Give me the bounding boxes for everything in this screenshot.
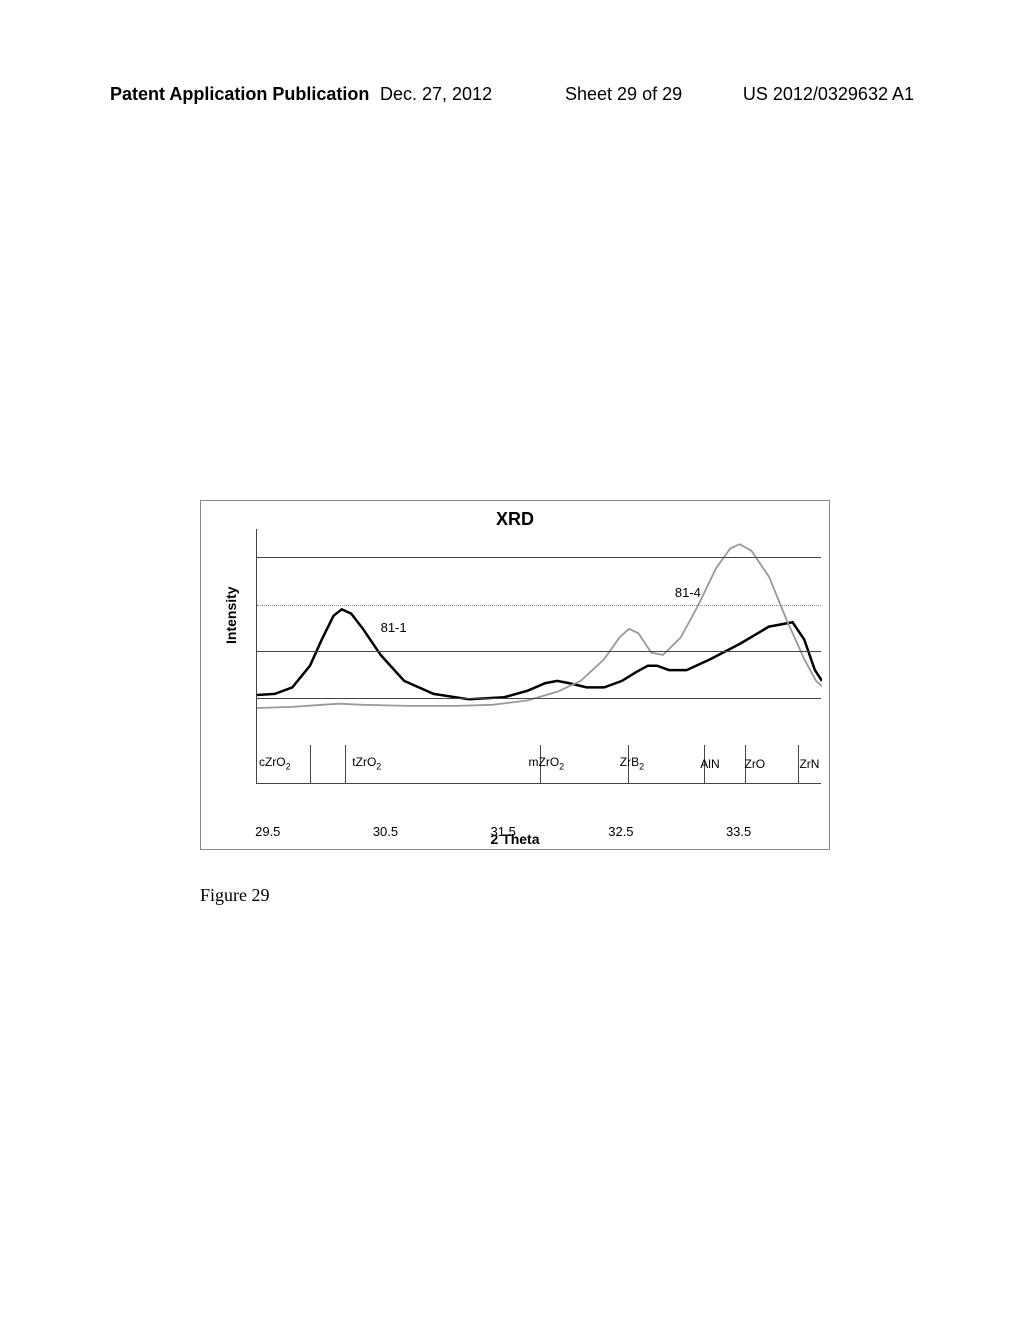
phase-label: ZrO: [744, 757, 765, 771]
x-tick: 30.5: [373, 824, 398, 839]
phase-label: AlN: [700, 757, 719, 771]
phase-label: tZrO2: [352, 755, 381, 771]
gridline: [257, 605, 821, 606]
series-81-4: [257, 544, 822, 708]
phase-markers: cZrO2 tZrO2 mZrO2 ZrB2 AlN ZrO ZrN: [257, 745, 821, 783]
x-tick: 29.5: [255, 824, 280, 839]
plot-area: 81-1 81-4 cZrO2 tZrO2 mZrO2 ZrB2 AlN ZrO ZrN: [256, 529, 821, 784]
header-date: Dec. 27, 2012: [380, 84, 492, 105]
x-axis-label: 2 Theta: [490, 831, 539, 847]
y-axis-label: Intensity: [223, 586, 239, 644]
series-label-81-4: 81-4: [675, 585, 701, 600]
series-81-1: [257, 609, 822, 699]
gridline: [257, 651, 821, 652]
phase-label: ZrB2: [620, 755, 644, 771]
x-tick: 32.5: [608, 824, 633, 839]
phase-label: ZrN: [799, 757, 819, 771]
gridline: [257, 698, 821, 699]
gridline: [257, 557, 821, 558]
phase-label: cZrO2: [259, 755, 291, 771]
phase-tick: [345, 745, 346, 783]
header-pubnum: US 2012/0329632 A1: [743, 84, 914, 105]
header-sheet: Sheet 29 of 29: [565, 84, 682, 105]
phase-tick: [310, 745, 311, 783]
x-tick: 33.5: [726, 824, 751, 839]
phase-label: mZrO2: [529, 755, 565, 771]
figure-caption: Figure 29: [200, 885, 270, 906]
chart-title: XRD: [496, 509, 534, 530]
xrd-chart: XRD Intensity 81-1 81-4 cZrO2 tZrO2 mZrO2 Zr…: [200, 500, 830, 850]
page-header: Patent Application Publication Dec. 27, …: [0, 84, 1024, 105]
header-publication-type: Patent Application Publication: [110, 84, 369, 104]
series-label-81-1: 81-1: [381, 620, 407, 635]
